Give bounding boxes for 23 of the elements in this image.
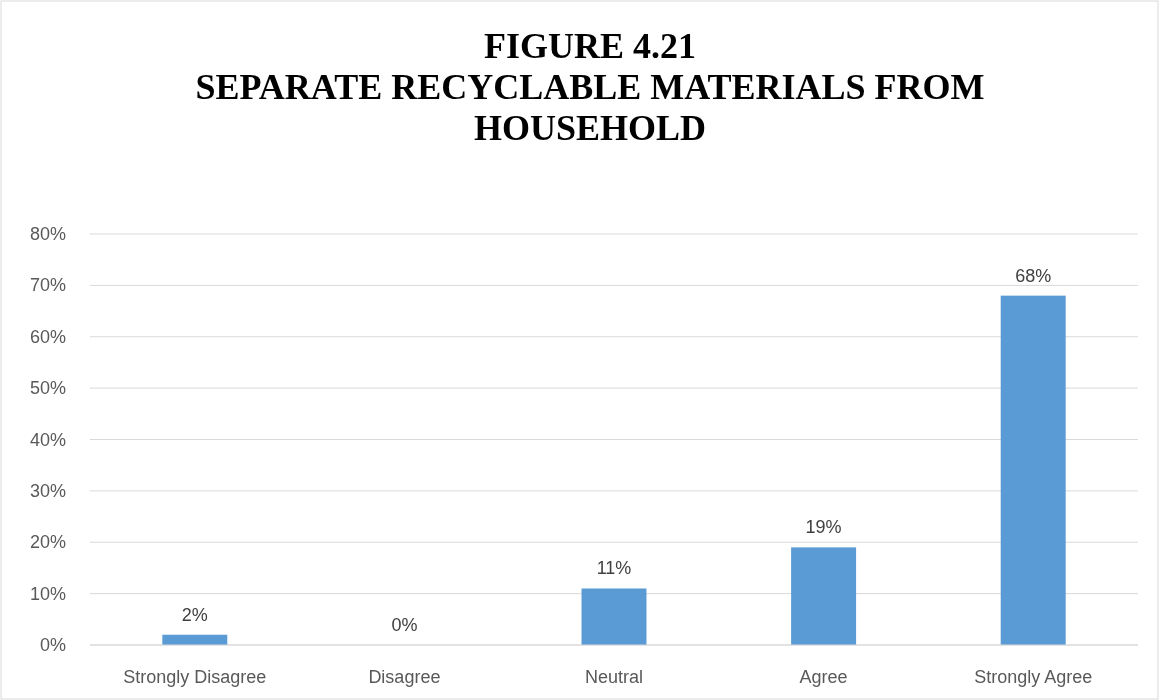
bar	[791, 547, 857, 645]
data-label: 11%	[596, 558, 632, 579]
x-tick-label: Agree	[799, 667, 848, 687]
bar	[1000, 295, 1066, 645]
data-label: 0%	[391, 615, 418, 635]
chart-title: FIGURE 4.21 SEPARATE RECYCLABLE MATERIALS FROM HOUSEHOLD	[195, 26, 985, 148]
x-tick-label: Strongly Disagree	[123, 667, 267, 687]
y-tick-label: 20%	[29, 532, 66, 553]
x-tick-label: Strongly Agree	[974, 667, 1093, 687]
y-tick-label: 70%	[29, 275, 66, 296]
bar	[581, 588, 647, 645]
y-tick-label: 50%	[29, 378, 66, 399]
data-label: 2%	[181, 604, 208, 625]
data-label: 19%	[805, 517, 842, 538]
y-tick-label: 30%	[29, 480, 66, 501]
data-label: 68%	[1015, 265, 1052, 286]
x-tick-label: Disagree	[368, 667, 441, 687]
y-tick-label: 80%	[29, 224, 66, 244]
y-tick-label: 10%	[29, 583, 66, 604]
y-tick-label: 40%	[29, 429, 66, 450]
y-tick-label: 60%	[29, 326, 66, 347]
x-tick-label: Neutral	[584, 667, 644, 687]
y-tick-label: 0%	[39, 635, 66, 655]
